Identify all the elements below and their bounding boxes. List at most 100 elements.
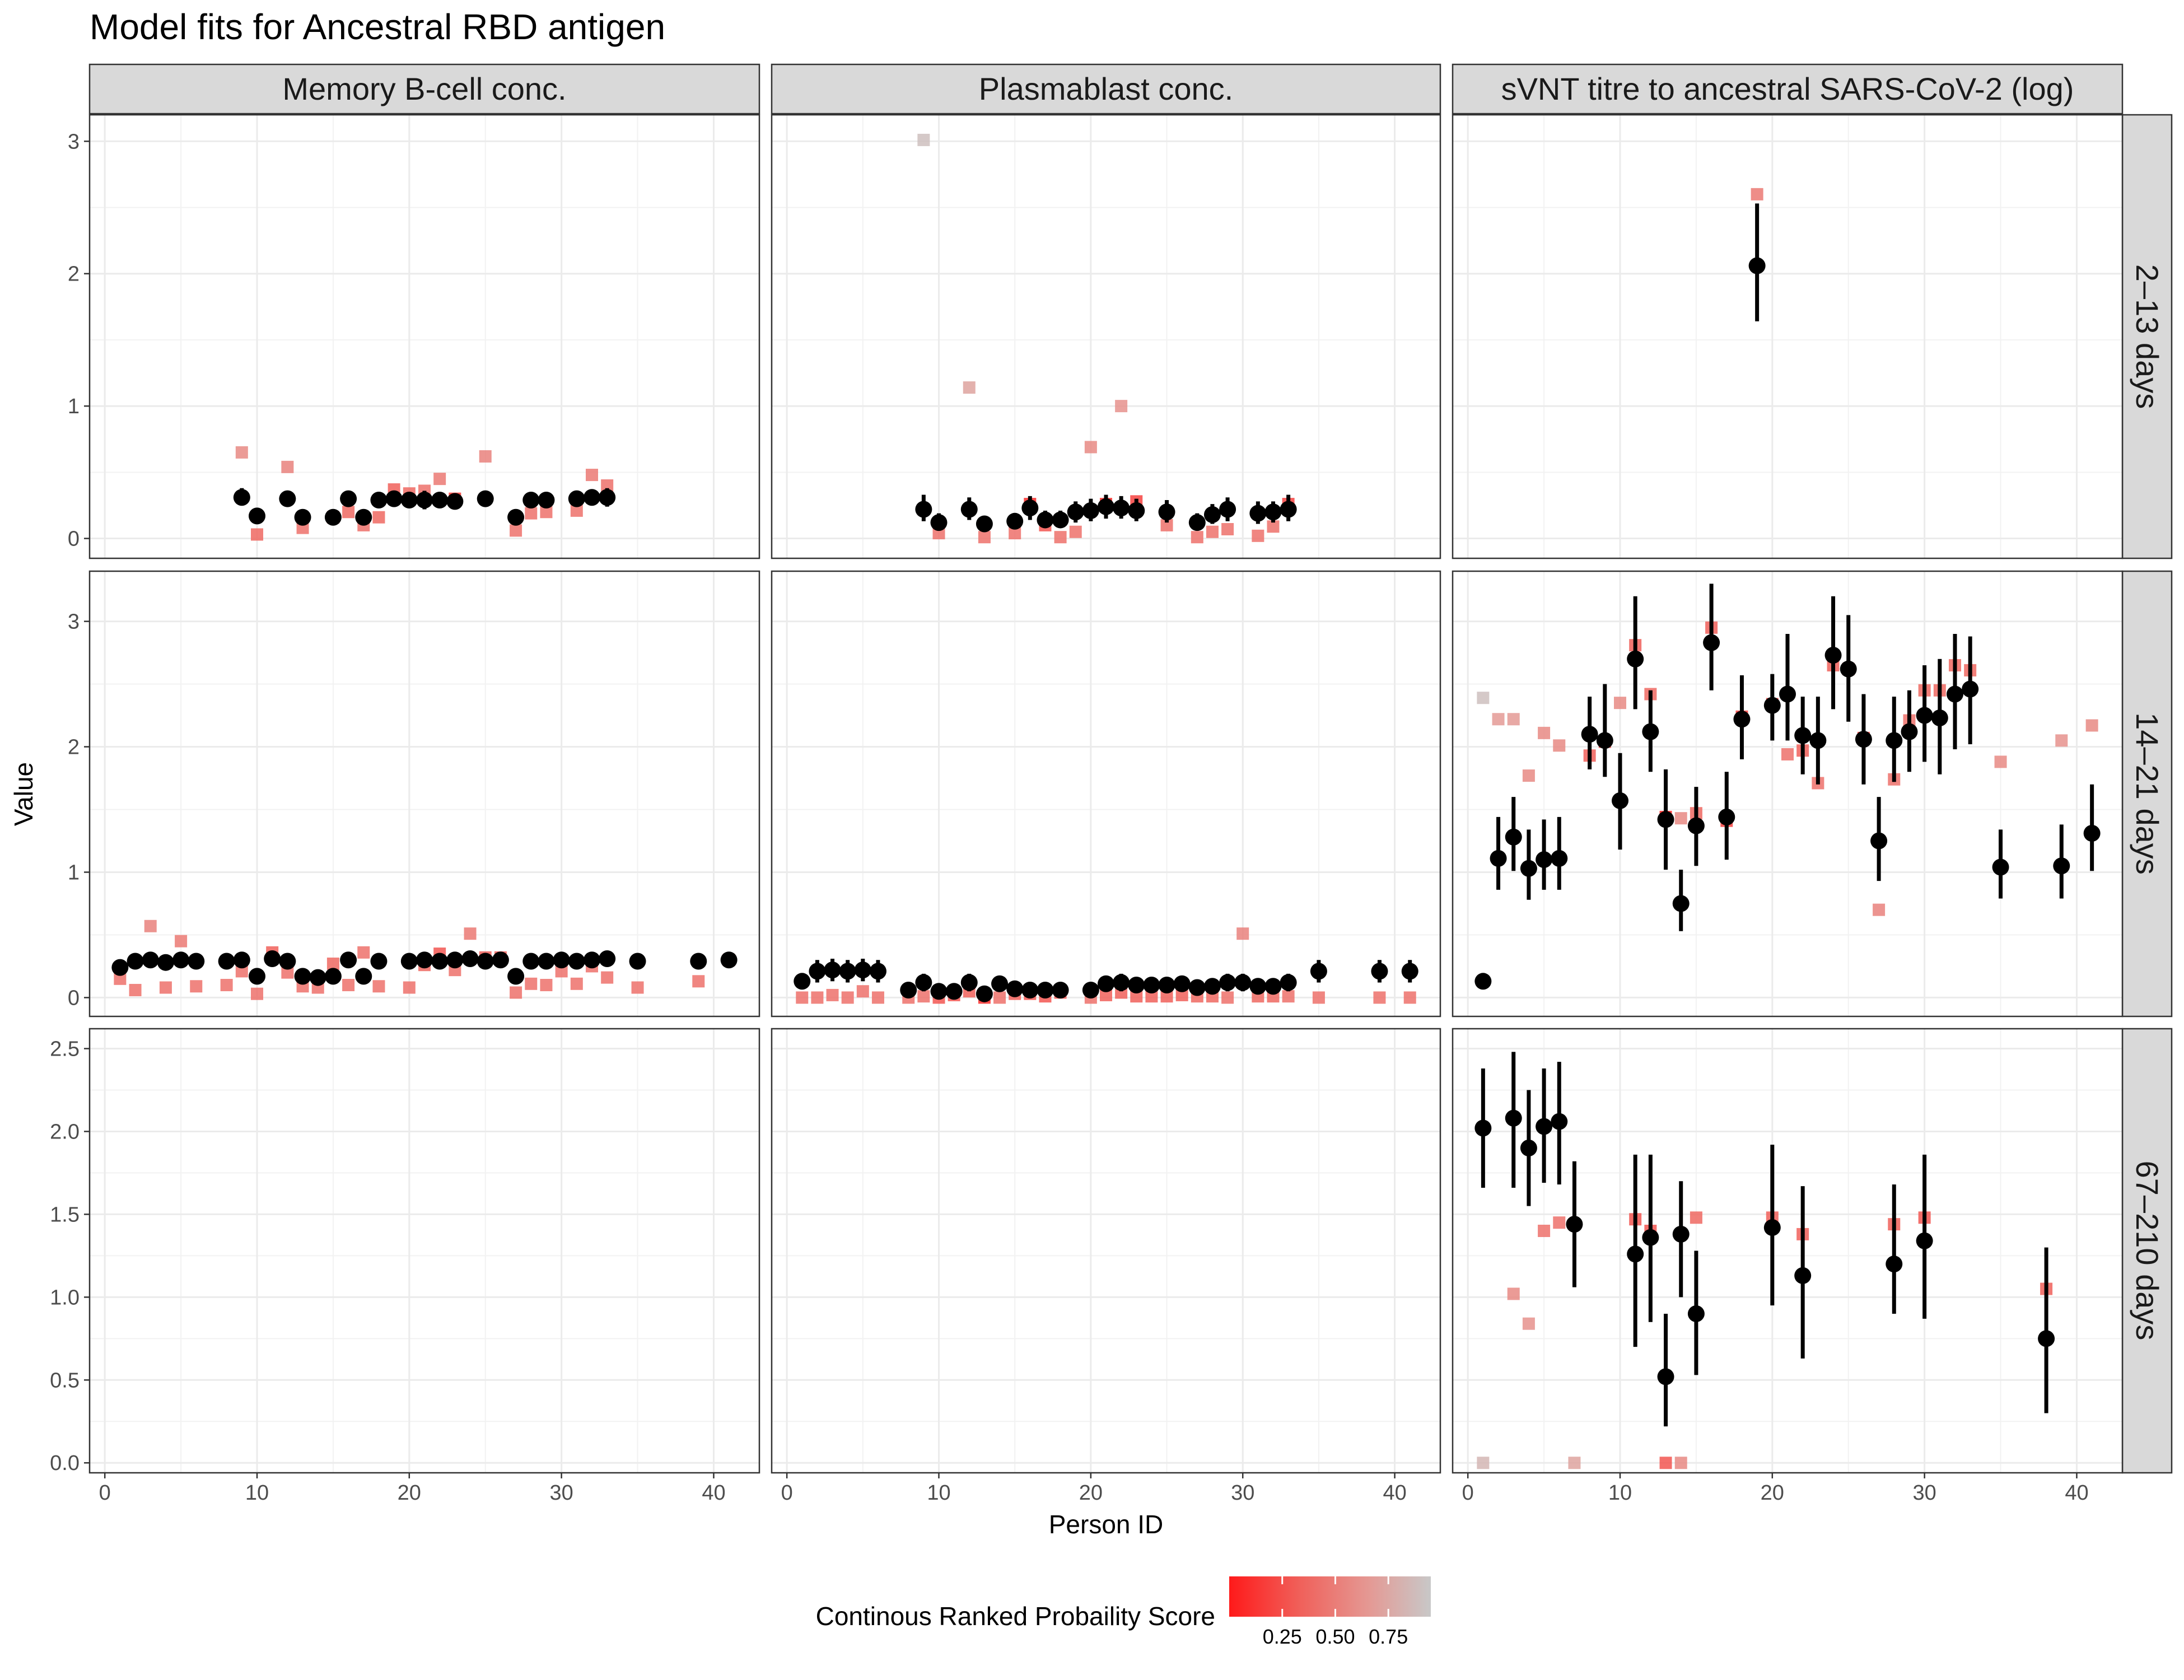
fit-point bbox=[1219, 501, 1236, 518]
observed-point bbox=[1282, 990, 1295, 1003]
y-tick-label: 3 bbox=[68, 610, 80, 634]
x-tick-label: 30 bbox=[549, 1481, 573, 1505]
observed-point bbox=[1191, 531, 1203, 544]
observed-point bbox=[1553, 739, 1566, 752]
y-tick-label: 2 bbox=[68, 263, 80, 286]
fit-point bbox=[1901, 723, 1918, 740]
fit-point bbox=[599, 489, 616, 506]
observed-point bbox=[144, 920, 157, 932]
fit-point bbox=[400, 953, 418, 970]
fit-point bbox=[294, 968, 311, 985]
legend-ticks: 0.25 0.50 0.75 bbox=[1263, 1576, 1408, 1648]
fit-point bbox=[294, 508, 311, 526]
observed-point bbox=[1553, 1216, 1566, 1229]
panel-background bbox=[772, 1029, 1440, 1473]
observed-point bbox=[510, 524, 522, 537]
observed-point bbox=[570, 504, 583, 517]
fit-point bbox=[1992, 858, 2009, 876]
observed-point bbox=[841, 991, 854, 1004]
fit-point bbox=[1037, 981, 1054, 998]
observed-point bbox=[811, 991, 824, 1004]
observed-point bbox=[281, 966, 294, 979]
fit-point bbox=[1474, 1119, 1492, 1137]
fit-point bbox=[1188, 514, 1206, 531]
x-tick-label: 40 bbox=[1383, 1481, 1406, 1505]
x-tick-label: 0 bbox=[781, 1481, 793, 1505]
row-label-2-13-days: 2–13 days bbox=[2130, 264, 2165, 409]
fit-point bbox=[1536, 1118, 1553, 1135]
fit-point bbox=[1052, 981, 1069, 998]
observed-point bbox=[796, 991, 809, 1004]
legend-title: Continous Ranked Probaility Score bbox=[816, 1602, 1215, 1631]
fit-point bbox=[1401, 963, 1418, 980]
fit-point bbox=[492, 951, 509, 969]
x-tick-label: 40 bbox=[702, 1481, 725, 1505]
panel-1-2 bbox=[1452, 570, 2124, 1018]
fit-point bbox=[690, 953, 707, 970]
fit-point bbox=[629, 953, 646, 970]
observed-point bbox=[540, 979, 553, 992]
observed-point bbox=[1507, 1287, 1520, 1300]
fit-point bbox=[960, 501, 978, 518]
row-strip-1: 14–21 days bbox=[2121, 570, 2173, 1018]
observed-point bbox=[586, 469, 598, 482]
fit-point bbox=[1657, 1368, 1674, 1385]
observed-point bbox=[631, 981, 644, 994]
observed-point bbox=[1674, 812, 1687, 825]
observed-point bbox=[856, 985, 869, 998]
fit-point bbox=[1962, 680, 1979, 698]
fit-point bbox=[416, 491, 433, 508]
panel-background bbox=[90, 115, 759, 558]
observed-point bbox=[1522, 769, 1535, 782]
fit-point bbox=[1794, 727, 1812, 744]
observed-point bbox=[1403, 991, 1416, 1004]
observed-point bbox=[1130, 990, 1143, 1003]
fit-point bbox=[340, 951, 357, 969]
fit-point bbox=[507, 968, 525, 985]
fit-point bbox=[1021, 981, 1039, 998]
fit-point bbox=[1551, 850, 1568, 867]
fit-point bbox=[930, 514, 948, 531]
observed-point bbox=[342, 506, 355, 519]
fit-point bbox=[991, 975, 1009, 992]
fit-point bbox=[538, 491, 555, 508]
fit-point bbox=[446, 493, 464, 510]
legend-tick-label: 0.25 bbox=[1263, 1625, 1302, 1648]
fit-point bbox=[1642, 723, 1659, 740]
panel-background bbox=[90, 1029, 759, 1473]
fit-point bbox=[431, 491, 449, 508]
panel-0-0 bbox=[88, 114, 760, 559]
observed-point bbox=[175, 935, 188, 948]
fit-point bbox=[1128, 977, 1145, 994]
fit-point bbox=[824, 962, 841, 979]
y-tick-label: 0 bbox=[68, 986, 80, 1010]
fit-point bbox=[1143, 977, 1160, 994]
observed-point bbox=[479, 450, 492, 463]
legend-tick-label: 0.75 bbox=[1369, 1625, 1408, 1648]
y-tick-label: 1 bbox=[68, 395, 80, 418]
fit-point bbox=[1021, 500, 1039, 517]
y-tick-label: 1.5 bbox=[50, 1203, 80, 1226]
fit-point bbox=[1612, 792, 1628, 809]
fit-point bbox=[976, 515, 993, 533]
observed-point bbox=[1221, 522, 1234, 535]
fit-point bbox=[1505, 1109, 1522, 1127]
observed-point bbox=[464, 927, 477, 940]
observed-point bbox=[540, 506, 553, 519]
observed-point bbox=[978, 531, 991, 544]
x-tick-label: 20 bbox=[1079, 1481, 1103, 1505]
fit-point bbox=[1718, 808, 1735, 825]
observed-point bbox=[1206, 525, 1219, 538]
fit-point bbox=[809, 963, 826, 980]
observed-point bbox=[1659, 1457, 1672, 1469]
observed-point bbox=[1160, 990, 1173, 1003]
observed-point bbox=[129, 983, 142, 996]
y-tick-label: 2 bbox=[68, 736, 80, 759]
fit-point bbox=[1931, 710, 1948, 727]
fit-point bbox=[1687, 817, 1705, 834]
fit-point bbox=[431, 953, 449, 970]
legend: Continous Ranked Probaility Score 0.25 0.… bbox=[816, 1576, 1431, 1648]
observed-point bbox=[357, 946, 370, 959]
fit-point bbox=[1505, 828, 1522, 846]
fit-point bbox=[839, 963, 856, 980]
